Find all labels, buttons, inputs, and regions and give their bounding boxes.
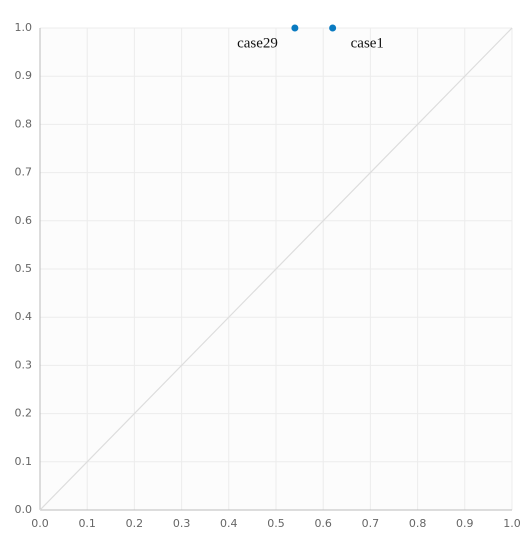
- y-tick-label: 0.2: [15, 407, 33, 420]
- y-tick-label: 0.4: [15, 310, 33, 323]
- y-tick-label: 1.0: [15, 21, 33, 34]
- x-tick-label: 0.6: [314, 517, 332, 530]
- y-tick-label: 0.5: [15, 262, 33, 275]
- x-tick-label: 0.3: [173, 517, 191, 530]
- x-tick-label: 0.1: [78, 517, 96, 530]
- x-tick-label: 0.2: [126, 517, 144, 530]
- point: [291, 24, 299, 32]
- y-tick-label: 0.9: [15, 69, 33, 82]
- x-tick-label: 0.4: [220, 517, 238, 530]
- y-tick-label: 0.3: [15, 358, 33, 371]
- x-tick-label: 0.0: [31, 517, 49, 530]
- x-tick-label: 0.8: [409, 517, 427, 530]
- x-tick-label: 0.9: [456, 517, 474, 530]
- x-tick-label: 0.7: [362, 517, 380, 530]
- y-tick-label: 0.0: [15, 503, 33, 516]
- point-label: case29: [237, 35, 278, 51]
- y-tick-label: 0.7: [15, 166, 33, 179]
- x-tick-label: 1.0: [503, 517, 521, 530]
- x-tick-label: 0.5: [267, 517, 285, 530]
- reference-line: [39, 27, 513, 511]
- y-tick-label: 0.1: [15, 455, 33, 468]
- point: [329, 24, 337, 32]
- y-tick-label: 0.8: [15, 117, 33, 130]
- point-label: case1: [351, 35, 384, 51]
- y-tick-label: 0.6: [15, 214, 33, 227]
